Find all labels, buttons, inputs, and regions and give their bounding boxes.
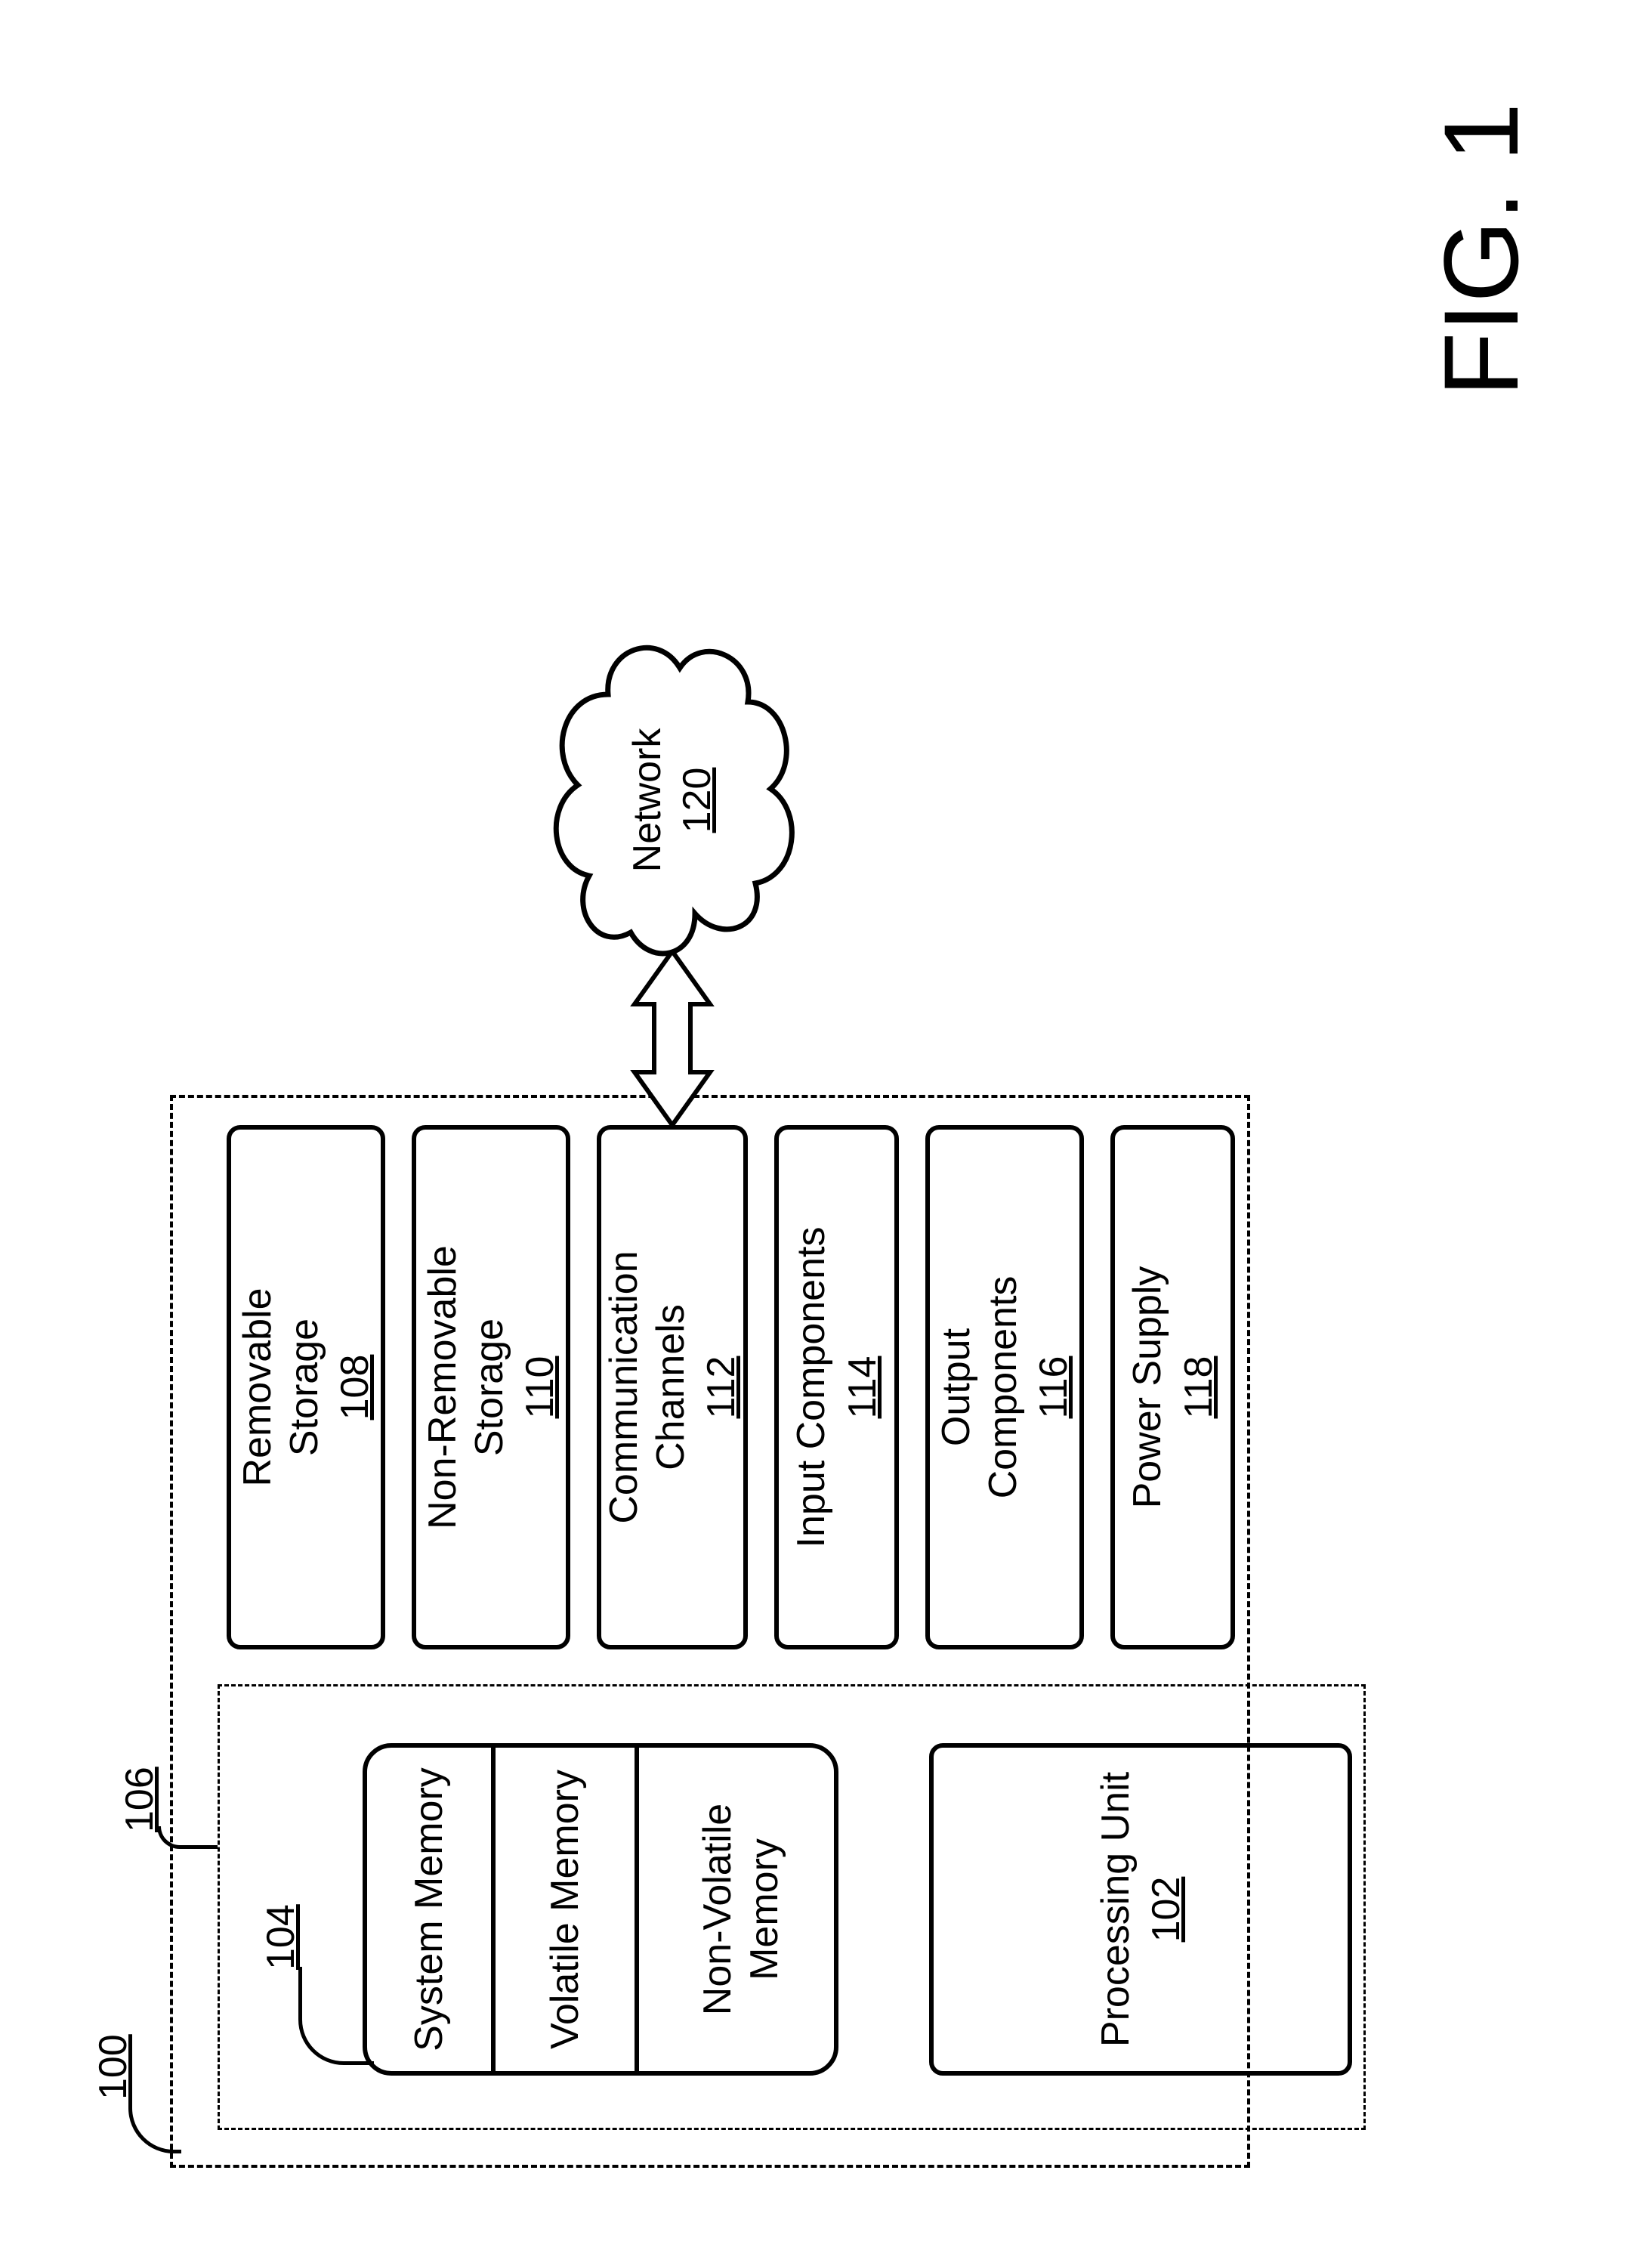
power-supply-box: Power Supply 118 xyxy=(1110,1125,1235,1649)
ref-removable-storage: 108 xyxy=(332,1355,378,1421)
ref-output-components: 116 xyxy=(1031,1356,1076,1419)
network-label-group: Network 120 xyxy=(529,626,816,974)
ref-non-removable-storage: 110 xyxy=(517,1356,563,1419)
ref-system-memory: 104 xyxy=(258,1904,304,1970)
processing-unit-title: Processing Unit xyxy=(1092,1772,1139,2047)
non-removable-storage-box: Non-Removable Storage 110 xyxy=(412,1125,570,1649)
network-label: Network xyxy=(625,728,670,873)
comm-channels-title-2: Channels xyxy=(649,1304,693,1470)
output-components-box: Output Components 116 xyxy=(925,1125,1084,1649)
input-components-title: Input Components xyxy=(788,1227,835,1548)
nonvolatile-memory-label-1: Non-Volatile xyxy=(694,1804,741,2015)
bidirectional-arrow-icon xyxy=(597,951,748,1125)
removable-storage-title-1: Removable xyxy=(236,1288,279,1486)
output-components-title-2: Components xyxy=(981,1276,1025,1499)
removable-storage-title-2: Storage xyxy=(283,1319,326,1456)
ref-network: 120 xyxy=(675,768,720,833)
comm-channels-title-1: Communication xyxy=(602,1251,646,1523)
non-removable-storage-title-2: Storage xyxy=(468,1319,511,1456)
removable-storage-box: Removable Storage 108 xyxy=(227,1125,385,1649)
power-supply-title: Power Supply xyxy=(1124,1266,1171,1509)
ref-device: 100 xyxy=(91,2034,136,2100)
ref-processing-unit: 102 xyxy=(1144,1877,1189,1943)
ref-power-supply: 118 xyxy=(1176,1356,1221,1419)
diagram-canvas: 100 106 104 System Memory Volatile Memor… xyxy=(0,0,1652,2263)
processing-unit-box: Processing Unit 102 xyxy=(929,1743,1352,2076)
volatile-memory-label: Volatile Memory xyxy=(542,1770,588,2049)
system-memory-title: System Memory xyxy=(406,1767,452,2051)
non-removable-storage-title-1: Non-Removable xyxy=(421,1245,465,1529)
comm-channels-box: Communication Channels 112 xyxy=(597,1125,748,1649)
nonvolatile-memory-label-2: Memory xyxy=(741,1838,788,1980)
input-components-box: Input Components 114 xyxy=(774,1125,899,1649)
system-memory-box: System Memory Volatile Memory Non-Volati… xyxy=(363,1743,838,2076)
rotated-stage: 100 106 104 System Memory Volatile Memor… xyxy=(0,0,1652,2263)
output-components-title-1: Output xyxy=(934,1328,978,1446)
ref-comm-channels: 112 xyxy=(699,1356,744,1419)
figure-label: FIG. 1 xyxy=(1420,103,1542,397)
ref-basic-config: 106 xyxy=(117,1767,162,1832)
ref-input-components: 114 xyxy=(840,1356,885,1419)
